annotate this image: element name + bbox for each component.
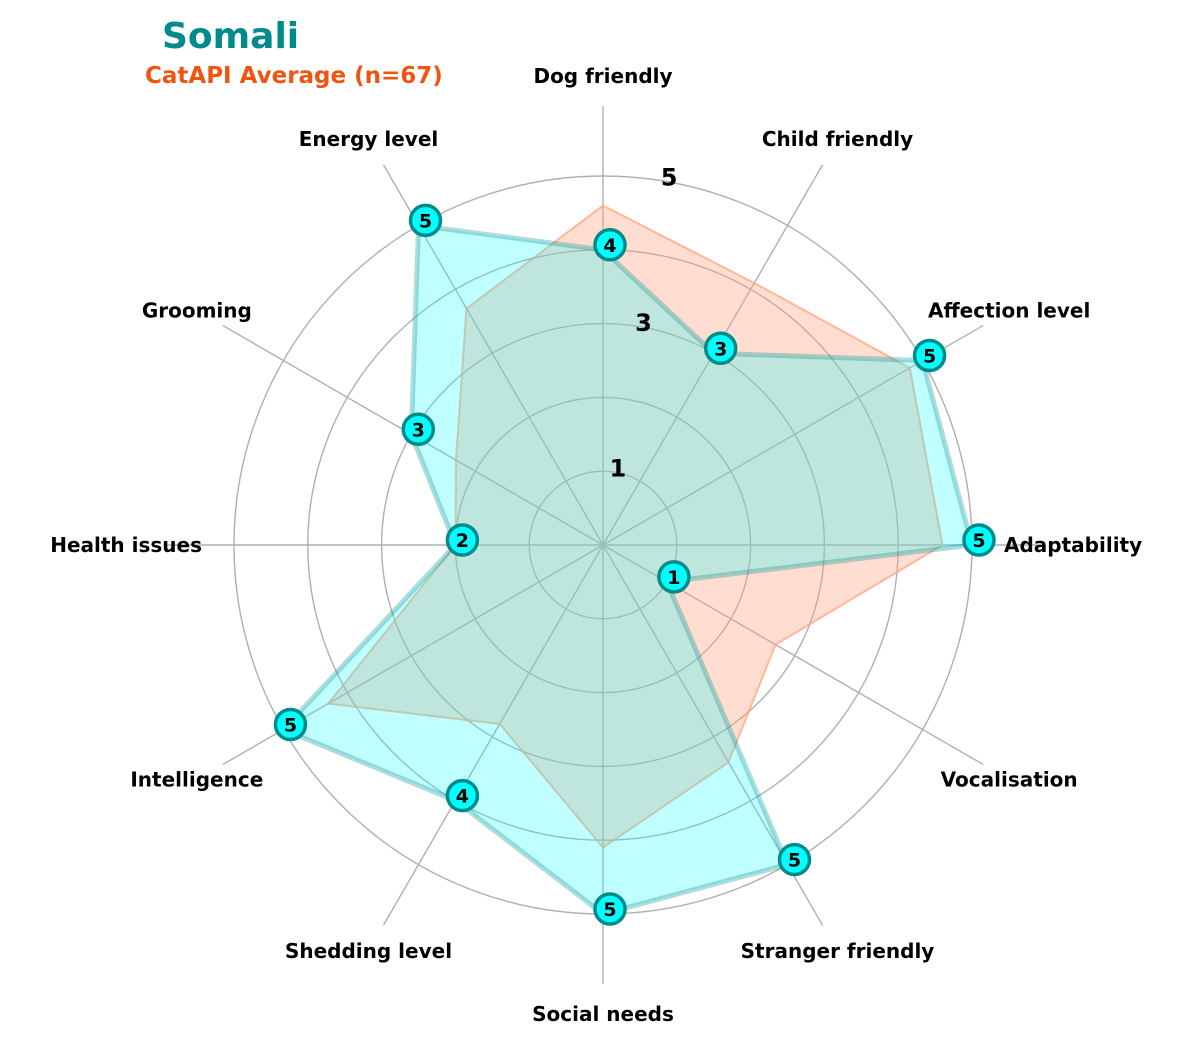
axis-label: Stranger friendly — [741, 939, 935, 963]
marker-value-label: 4 — [603, 235, 616, 257]
marker-value-label: 5 — [419, 210, 432, 232]
grid-spoke — [382, 544, 604, 926]
value-marker: 5 — [408, 203, 443, 238]
axis-label: Health issues — [50, 533, 202, 557]
marker-dot — [273, 707, 308, 742]
radial-tick-label: 3 — [635, 309, 652, 337]
value-marker: 1 — [657, 560, 691, 594]
marker-dot — [657, 560, 691, 594]
marker-dot — [401, 412, 436, 447]
marker-dot — [703, 331, 738, 366]
marker-value-label: 5 — [603, 899, 616, 921]
marker-value-label: 5 — [923, 346, 936, 368]
marker-dot — [445, 778, 480, 813]
marker-value-label: 5 — [788, 850, 801, 872]
axis-labels: Adaptability Affection level Child friendl… — [50, 64, 1142, 1026]
value-marker: 5 — [273, 707, 308, 742]
marker-dot — [962, 523, 996, 557]
marker-dot — [912, 338, 947, 373]
marker-value-label: 3 — [412, 419, 425, 441]
value-marker: 2 — [445, 523, 480, 557]
marker-dot — [593, 892, 627, 926]
axis-label: Social needs — [532, 1002, 674, 1026]
marker-dot — [408, 203, 443, 238]
axis-label: Affection level — [928, 299, 1090, 323]
value-marker: 3 — [703, 331, 738, 366]
value-markers: 5 5 3 4 5 3 2 5 4 5 5 1 — [273, 203, 996, 926]
marker-value-label: 3 — [714, 338, 727, 360]
value-marker: 4 — [593, 228, 627, 262]
axis-label: Child friendly — [762, 127, 913, 151]
marker-dot — [593, 228, 627, 262]
value-marker: 3 — [401, 412, 436, 447]
axis-label: Intelligence — [130, 768, 263, 792]
chart-title: Somali — [162, 16, 300, 57]
axis-label: Adaptability — [1004, 533, 1142, 557]
value-marker: 5 — [962, 523, 996, 557]
axis-label: Grooming — [142, 299, 252, 323]
chart-subtitle: CatAPI Average (n=67) — [145, 63, 443, 89]
marker-value-label: 1 — [667, 567, 680, 589]
axis-label: Dog friendly — [533, 64, 672, 88]
marker-value-label: 4 — [456, 786, 469, 808]
radar-series — [280, 204, 975, 917]
marker-dot — [777, 842, 812, 877]
marker-dot — [445, 523, 480, 557]
radial-tick-label: 5 — [661, 164, 678, 192]
marker-value-label: 2 — [456, 530, 469, 552]
radial-tick-labels: 1 3 5 — [609, 164, 677, 483]
radial-tick-label: 1 — [609, 454, 626, 482]
value-marker: 5 — [777, 842, 812, 877]
axis-label: Energy level — [299, 127, 439, 151]
axis-label: Vocalisation — [941, 768, 1078, 792]
marker-value-label: 5 — [284, 715, 297, 737]
value-marker: 5 — [593, 892, 627, 926]
marker-value-label: 5 — [972, 530, 985, 552]
axis-label: Shedding level — [285, 939, 452, 963]
value-marker: 4 — [445, 778, 480, 813]
value-marker: 5 — [912, 338, 947, 373]
